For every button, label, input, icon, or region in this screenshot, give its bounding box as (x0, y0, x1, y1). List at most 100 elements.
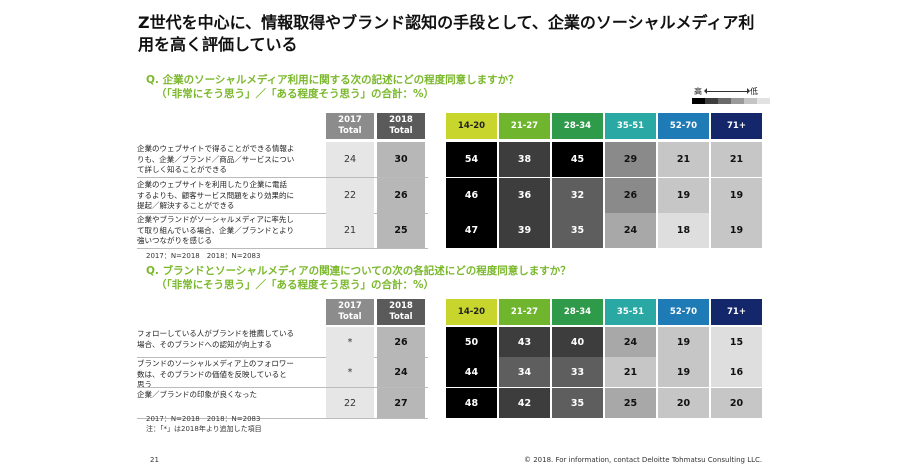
total-2018-cell: 30 (377, 142, 425, 177)
age-cell: 24 (605, 327, 656, 357)
age-cell: 19 (658, 327, 709, 357)
row-label-line: 思う (137, 380, 152, 389)
age-cell: 26 (605, 178, 656, 213)
age-header: 35-51 (605, 113, 656, 139)
row-label: 企業のウェブサイトで得ることができる情報よ りも、企業／ブランド／商品／サービスに… (137, 144, 322, 176)
left-margin (0, 0, 120, 473)
row-divider (137, 177, 428, 178)
age-cell: 25 (605, 388, 656, 418)
age-cell: 16 (711, 357, 762, 387)
total-2017-cell: 22 (326, 178, 374, 213)
age-cell: 29 (605, 142, 656, 177)
total-2018-cell: 26 (377, 327, 425, 357)
page-number: 21 (150, 456, 159, 464)
legend-swatch (744, 98, 757, 104)
row-label-line: フォローしている人がブランドを推薦している (137, 329, 295, 338)
age-header: 52-70 (658, 113, 709, 139)
legend-swatch (705, 98, 718, 104)
table-2-note-n: 2017：N=2018 2018：N=2083 (146, 415, 261, 423)
shade-legend: 高 低 (692, 86, 772, 106)
age-header: 35-51 (605, 299, 656, 325)
row-divider (137, 213, 428, 214)
total-2017-cell: 22 (326, 388, 374, 418)
double-arrow-icon (704, 88, 750, 94)
age-cell: 34 (499, 357, 550, 387)
legend-swatch (718, 98, 731, 104)
row-label: ブランドのソーシャルメディア上のフォロワー 数は、そのブランドの価値を反映している… (137, 359, 322, 391)
legend-low-label: 低 (750, 87, 758, 96)
age-cell: 15 (711, 327, 762, 357)
age-cell: 20 (658, 388, 709, 418)
row-label-line: 企業のウェブサイトで得ることができる情報よ (137, 144, 295, 153)
total-2018-cell: 25 (377, 213, 425, 248)
age-cell: 36 (499, 178, 550, 213)
age-cell: 40 (552, 327, 603, 357)
age-cell: 20 (711, 388, 762, 418)
table-1-note: 2017：N=2018 2018：N=2083 (146, 252, 261, 260)
age-cell: 35 (552, 213, 603, 248)
question-2: Q. ブランドとソーシャルメディアの関連についての次の各記述にどの程度同意します… (146, 264, 571, 292)
row-label-line: 数は、そのブランドの価値を反映していると (137, 369, 287, 379)
age-header: 21-27 (499, 299, 550, 325)
age-cell: 32 (552, 178, 603, 213)
age-cell: 21 (605, 357, 656, 387)
row-label: フォローしている人がブランドを推薦している 場合、そのブランドへの認知が向上する (137, 329, 322, 350)
age-cell: 33 (552, 357, 603, 387)
age-cell: 35 (552, 388, 603, 418)
age-cell: 19 (658, 357, 709, 387)
row-label-line: 企業やブランドがソーシャルメディアに率先し (137, 215, 294, 224)
total-2017-cell: * (326, 327, 374, 357)
row-label: 企業やブランドがソーシャルメディアに率先し て取り組んでいる場合、企業／ブランドと… (137, 215, 322, 247)
total-header: 2017 Total (326, 299, 374, 325)
question-1-line1: Q. 企業のソーシャルメディア利用に関する次の記述にどの程度同意しますか？ (146, 74, 519, 86)
total-header-label: 2017 Total (338, 115, 362, 136)
age-cell: 21 (658, 142, 709, 177)
copyright: © 2018. For information, contact Deloitt… (524, 456, 763, 464)
age-cell: 45 (552, 142, 603, 177)
age-header: 28-34 (552, 113, 603, 139)
question-2-line2: （「非常にそう思う」／「ある程度そう思う」の合計：%） (156, 279, 435, 291)
total-2018-cell: 26 (377, 178, 425, 213)
age-header: 71+ (711, 113, 762, 139)
total-header-label: 2018 Total (389, 301, 413, 322)
table-2-note-asterisk: 注：「*」は2018年より追加した項目 (146, 425, 262, 433)
age-cell: 47 (446, 213, 497, 248)
total-header-label: 2017 Total (338, 301, 362, 322)
total-2017-cell: 21 (326, 213, 374, 248)
total-header: 2017 Total (326, 113, 374, 139)
question-2-line1: Q. ブランドとソーシャルメディアの関連についての次の各記述にどの程度同意します… (146, 265, 571, 277)
total-header-label: 2018 Total (389, 115, 413, 136)
total-2018-cell: 27 (377, 388, 425, 418)
age-cell: 50 (446, 327, 497, 357)
age-cell: 46 (446, 178, 497, 213)
age-cell: 19 (658, 178, 709, 213)
age-cell: 43 (499, 327, 550, 357)
legend-swatch (731, 98, 744, 104)
row-label-line: するよりも、顧客サービス問題をより効果的に (137, 190, 294, 200)
age-cell: 42 (499, 388, 550, 418)
question-1-line2: （「非常にそう思う」／「ある程度そう思う」の合計：%） (156, 88, 435, 100)
row-label: 企業のウェブサイトを利用したり企業に電話 するよりも、顧客サービス問題をより効果的… (137, 180, 322, 212)
age-cell: 39 (499, 213, 550, 248)
row-label-line: 企業／ブランドの印象が良くなった (137, 390, 257, 399)
row-label-line: て取り組んでいる場合、企業／ブランドとより (137, 225, 294, 235)
age-header: 28-34 (552, 299, 603, 325)
age-header: 52-70 (658, 299, 709, 325)
row-divider (137, 248, 428, 249)
row-label-line: ブランドのソーシャルメディア上のフォロワー (137, 359, 294, 368)
legend-swatch (757, 98, 770, 104)
question-1: Q. 企業のソーシャルメディア利用に関する次の記述にどの程度同意しますか？ （「… (146, 73, 519, 101)
row-divider (137, 418, 428, 419)
age-header: 14-20 (446, 113, 497, 139)
age-header: 71+ (711, 299, 762, 325)
age-cell: 38 (499, 142, 550, 177)
row-label: 企業／ブランドの印象が良くなった (137, 390, 322, 401)
legend-high-label: 高 (694, 87, 702, 96)
row-label-line: 企業のウェブサイトを利用したり企業に電話 (137, 180, 287, 189)
row-label-line: 提起／解決することができる (137, 201, 235, 210)
total-header: 2018 Total (377, 299, 425, 325)
age-cell: 24 (605, 213, 656, 248)
total-header: 2018 Total (377, 113, 425, 139)
age-cell: 48 (446, 388, 497, 418)
row-label-line: りも、企業／ブランド／商品／サービスについ (137, 154, 295, 164)
